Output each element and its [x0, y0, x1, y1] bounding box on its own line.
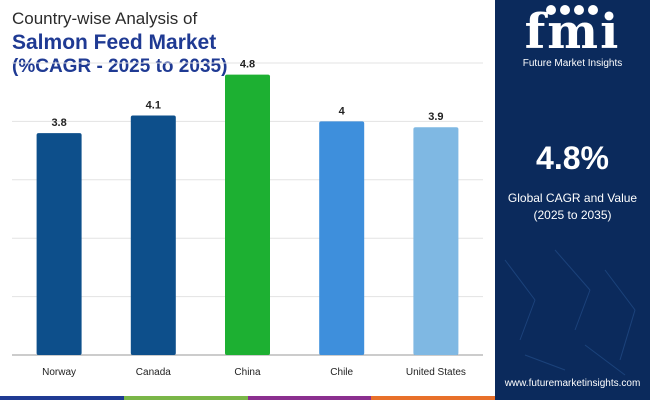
- title-line-2: Salmon Feed Market: [12, 31, 217, 54]
- bar-china: [225, 74, 270, 356]
- data-label: 4.8: [240, 59, 255, 71]
- logo-text: fmi: [524, 4, 621, 60]
- x-tick-label: United States: [406, 367, 466, 378]
- strip-segment: [247, 396, 372, 400]
- global-cagr-value: 4.8%: [536, 140, 609, 176]
- bar-canada: [130, 115, 176, 355]
- logo-emblem-icon: [546, 5, 598, 15]
- bar-chile: [319, 121, 365, 356]
- bar-united-states: [413, 127, 459, 356]
- global-cagr-label: Global CAGR and Value: [507, 191, 638, 205]
- title-line-3: (%CAGR - 2025 to 2035): [12, 56, 228, 77]
- global-cagr-period: (2025 to 2035): [533, 208, 612, 222]
- x-tick-label: Canada: [136, 367, 171, 378]
- strip-segment: [123, 396, 248, 400]
- x-tick-label: China: [234, 367, 261, 378]
- side-panel: fmi Future Market Insights 4.8% Global C…: [495, 0, 650, 400]
- data-label: 4.1: [146, 100, 161, 112]
- strip-segment: [0, 396, 124, 400]
- website-link[interactable]: www.futuremarketinsights.com: [504, 378, 641, 389]
- chart-title: Country-wise Analysis of Salmon Feed Mar…: [12, 8, 227, 78]
- data-label: 4: [339, 105, 346, 117]
- bar-chart: 3.8 Norway 4.1 Canada 4.8 China 4 Chile 3.9 Unite…: [12, 59, 483, 378]
- bar-norway: [36, 133, 82, 355]
- data-label: 3.8: [51, 117, 66, 129]
- x-tick-label: Norway: [42, 367, 76, 378]
- title-line-1: Country-wise Analysis of: [12, 9, 198, 28]
- data-label: 3.9: [428, 111, 443, 123]
- x-tick-label: Chile: [330, 367, 353, 378]
- strip-segment: [371, 396, 495, 400]
- panel-texture: [504, 249, 636, 376]
- logo-subtitle: Future Market Insights: [522, 58, 623, 69]
